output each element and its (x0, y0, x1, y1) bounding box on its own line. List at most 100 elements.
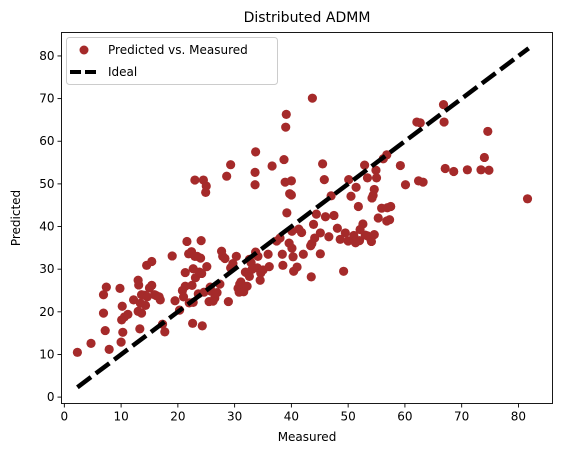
data-point (476, 165, 486, 175)
data-point (332, 223, 342, 233)
data-point (118, 327, 128, 337)
x-tick-label: 10 (113, 410, 128, 424)
data-point (188, 318, 198, 328)
legend-label-points: Predicted vs. Measured (108, 43, 248, 57)
data-point (320, 212, 331, 222)
data-point (522, 194, 533, 204)
x-tick-label: 40 (284, 410, 299, 424)
data-point (212, 288, 222, 298)
data-point (346, 191, 356, 201)
data-point (386, 201, 396, 212)
x-tick-label: 0 (61, 410, 69, 424)
data-point (339, 266, 349, 276)
legend-marker-points (79, 45, 89, 55)
y-axis-label: Predicted (9, 190, 23, 246)
data-point (340, 228, 350, 238)
data-point (371, 165, 381, 175)
data-point (351, 182, 361, 192)
data-point (250, 167, 260, 177)
data-point (180, 267, 190, 278)
data-point (335, 234, 345, 244)
data-point (281, 109, 291, 119)
data-point (311, 209, 321, 219)
data-point (287, 243, 297, 253)
data-point (298, 249, 308, 259)
y-tick-label: 70 (39, 92, 54, 106)
data-point (308, 219, 319, 229)
data-point (484, 165, 494, 175)
data-point (281, 122, 291, 132)
data-point (117, 301, 127, 311)
data-point (324, 232, 334, 242)
legend-label-ideal: Ideal (108, 65, 137, 79)
data-point (98, 290, 109, 300)
data-point (418, 177, 428, 187)
y-tick-label: 10 (39, 347, 54, 361)
data-point (369, 184, 379, 195)
data-point (170, 296, 180, 306)
data-point (286, 190, 296, 200)
data-point (462, 165, 472, 175)
data-point (98, 308, 109, 318)
x-tick-label: 50 (341, 410, 356, 424)
data-point (362, 173, 373, 183)
data-point (297, 227, 307, 238)
data-point (136, 308, 147, 318)
data-point (264, 262, 274, 272)
data-point (190, 175, 200, 185)
y-tick-label: 60 (39, 134, 54, 148)
data-point (178, 292, 189, 302)
x-tick-label: 80 (511, 410, 526, 424)
data-point (384, 215, 395, 225)
data-point (282, 208, 292, 218)
data-point (415, 118, 425, 128)
y-tick-label: 80 (39, 49, 54, 63)
data-point (115, 283, 125, 293)
data-point (329, 210, 339, 221)
x-tick-label: 60 (397, 410, 412, 424)
data-point (160, 327, 170, 337)
data-point (353, 201, 363, 212)
data-point (344, 175, 354, 185)
data-point (373, 213, 383, 223)
data-point (306, 272, 316, 282)
y-tick-label: 20 (39, 305, 54, 319)
x-tick-label: 70 (454, 410, 469, 424)
data-point (255, 275, 265, 285)
data-point (440, 163, 450, 174)
y-tick-label: 0 (47, 390, 55, 404)
data-point (147, 256, 157, 267)
data-point (197, 268, 207, 279)
data-point (142, 292, 152, 302)
data-point (123, 309, 133, 319)
data-point (286, 176, 296, 186)
y-tick-label: 40 (39, 220, 54, 234)
data-point (104, 344, 114, 354)
data-point (223, 296, 233, 307)
data-point (222, 171, 232, 181)
data-point (263, 249, 273, 259)
data-point (196, 236, 206, 246)
data-point (180, 281, 190, 291)
data-point (197, 321, 207, 331)
data-point (147, 280, 157, 290)
data-point (101, 282, 111, 292)
data-point (244, 271, 254, 282)
data-point (278, 260, 288, 270)
data-point (288, 252, 298, 262)
data-point (449, 166, 459, 177)
plot-frame (61, 32, 553, 404)
data-point (315, 249, 325, 259)
data-point (133, 275, 143, 285)
data-point (354, 236, 365, 246)
data-point (307, 93, 317, 103)
data-point (267, 161, 277, 171)
data-point (395, 160, 405, 171)
data-point (242, 281, 252, 291)
data-point (167, 251, 177, 261)
data-point (315, 228, 325, 238)
data-point (438, 99, 449, 110)
data-point (439, 117, 449, 127)
data-point (251, 147, 261, 157)
data-point (135, 324, 145, 334)
